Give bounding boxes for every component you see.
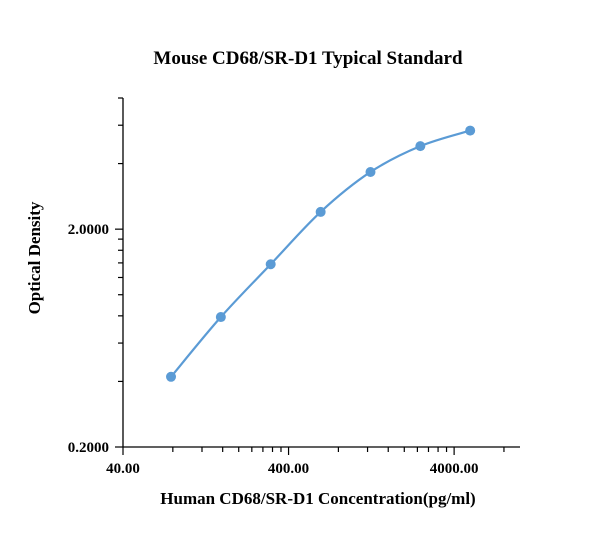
tick-labels: 40.00 400.00 4000.00 0.2000 2.0000 bbox=[68, 222, 479, 477]
y-tick-label: 2.0000 bbox=[68, 222, 109, 238]
data-point bbox=[265, 259, 276, 270]
x-axis-title: Human CD68/SR-D1 Concentration(pg/ml) bbox=[160, 489, 475, 508]
data-point bbox=[465, 125, 476, 136]
axis-ticks bbox=[115, 97, 505, 455]
x-tick-label: 4000.00 bbox=[430, 461, 479, 477]
data-point bbox=[166, 371, 177, 382]
y-tick-label: 0.2000 bbox=[68, 440, 109, 456]
series-lines bbox=[170, 129, 471, 378]
data-point bbox=[215, 312, 226, 323]
x-tick-label: 400.00 bbox=[268, 461, 309, 477]
data-points bbox=[166, 125, 476, 382]
series-line bbox=[170, 129, 471, 378]
y-axis-title: Optical Density bbox=[25, 201, 44, 314]
x-tick-label: 40.00 bbox=[106, 461, 140, 477]
data-point bbox=[315, 206, 326, 217]
chart-title: Mouse CD68/SR-D1 Typical Standard bbox=[153, 48, 463, 69]
data-point bbox=[415, 141, 426, 152]
axes bbox=[122, 98, 520, 448]
data-point bbox=[365, 166, 376, 177]
